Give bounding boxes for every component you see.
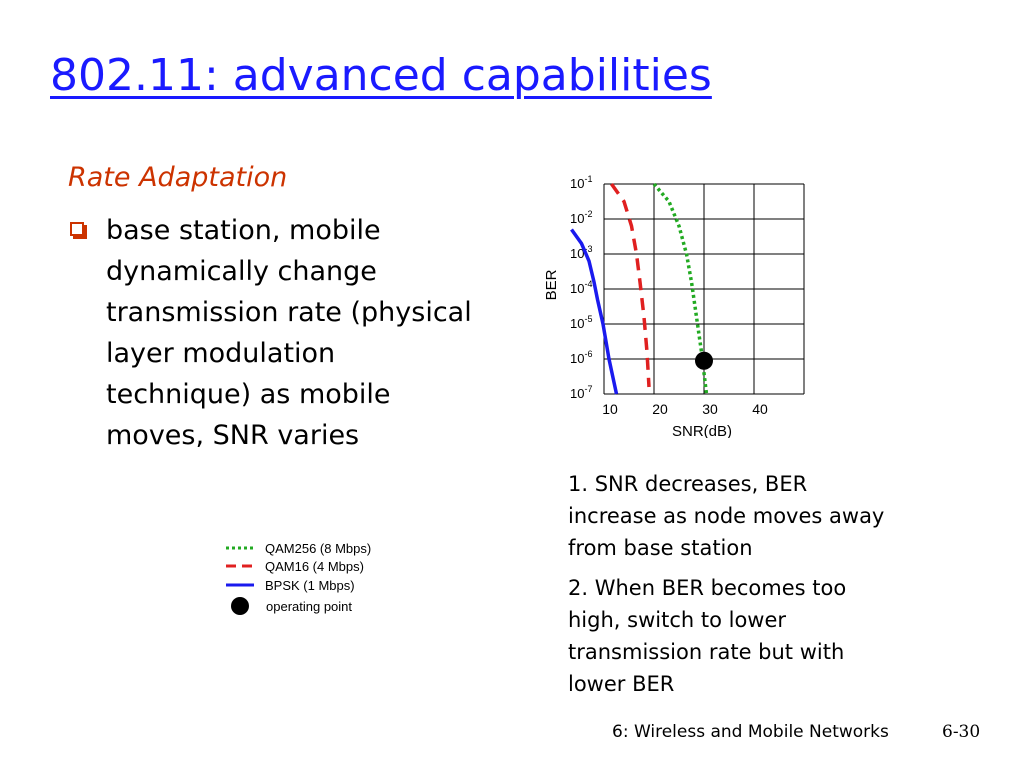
chart-legend: QAM256 (8 Mbps) QAM16 (4 Mbps) BPSK (1 Mbp… [226, 541, 371, 615]
legend-label-2: BPSK (1 Mbps) [265, 578, 355, 593]
y-tick-label: 10-3 [570, 244, 592, 261]
footer-text: 6: Wireless and Mobile Networks [612, 722, 889, 742]
y-tick-label: 10-1 [570, 174, 592, 191]
y-tick-label: 10-7 [570, 384, 592, 401]
x-tick-label: 30 [702, 401, 718, 417]
series-line-1 [610, 182, 651, 388]
bullet-box-icon [70, 222, 87, 239]
operating-point-group [695, 351, 713, 370]
legend-label-1: QAM16 (4 Mbps) [265, 559, 364, 574]
y-tick-labels: 10-1 10-2 10-3 10-4 10-5 10-6 10-7 [570, 174, 592, 401]
page-number: 6-30 [942, 722, 981, 742]
legend-label-0: QAM256 (8 Mbps) [265, 541, 371, 556]
x-tick-label: 10 [602, 401, 618, 417]
x-tick-labels: 10 20 30 40 [602, 401, 768, 417]
chart-series [570, 182, 709, 395]
y-tick-label: 10-2 [570, 209, 592, 226]
legend-operating-point-icon [231, 597, 249, 615]
bullet-text: base station, mobile dynamically change … [106, 215, 472, 451]
y-tick-label: 10-6 [570, 349, 592, 366]
subheading: Rate Adaptation [68, 162, 288, 193]
slide-title: 802.11: advanced capabilities [50, 50, 712, 101]
y-tick-label: 10-5 [570, 314, 592, 331]
x-tick-label: 40 [752, 401, 768, 417]
x-axis-label: SNR(dB) [672, 423, 732, 438]
x-tick-label: 20 [652, 401, 668, 417]
legend-operating-point-label: operating point [266, 599, 352, 614]
series-line-2 [570, 228, 619, 395]
note-2: 2. When BER becomes too high, switch to … [568, 576, 847, 696]
y-tick-label: 10-4 [570, 279, 592, 296]
ber-snr-chart: 10-1 10-2 10-3 10-4 10-5 10-6 10-7 10 20 30 40 BE… [543, 174, 805, 438]
note-1: 1. SNR decreases, BER increase as node m… [568, 472, 885, 560]
series-line-0 [652, 182, 709, 395]
operating-point-marker [695, 351, 713, 370]
y-axis-label: BER [543, 269, 560, 300]
